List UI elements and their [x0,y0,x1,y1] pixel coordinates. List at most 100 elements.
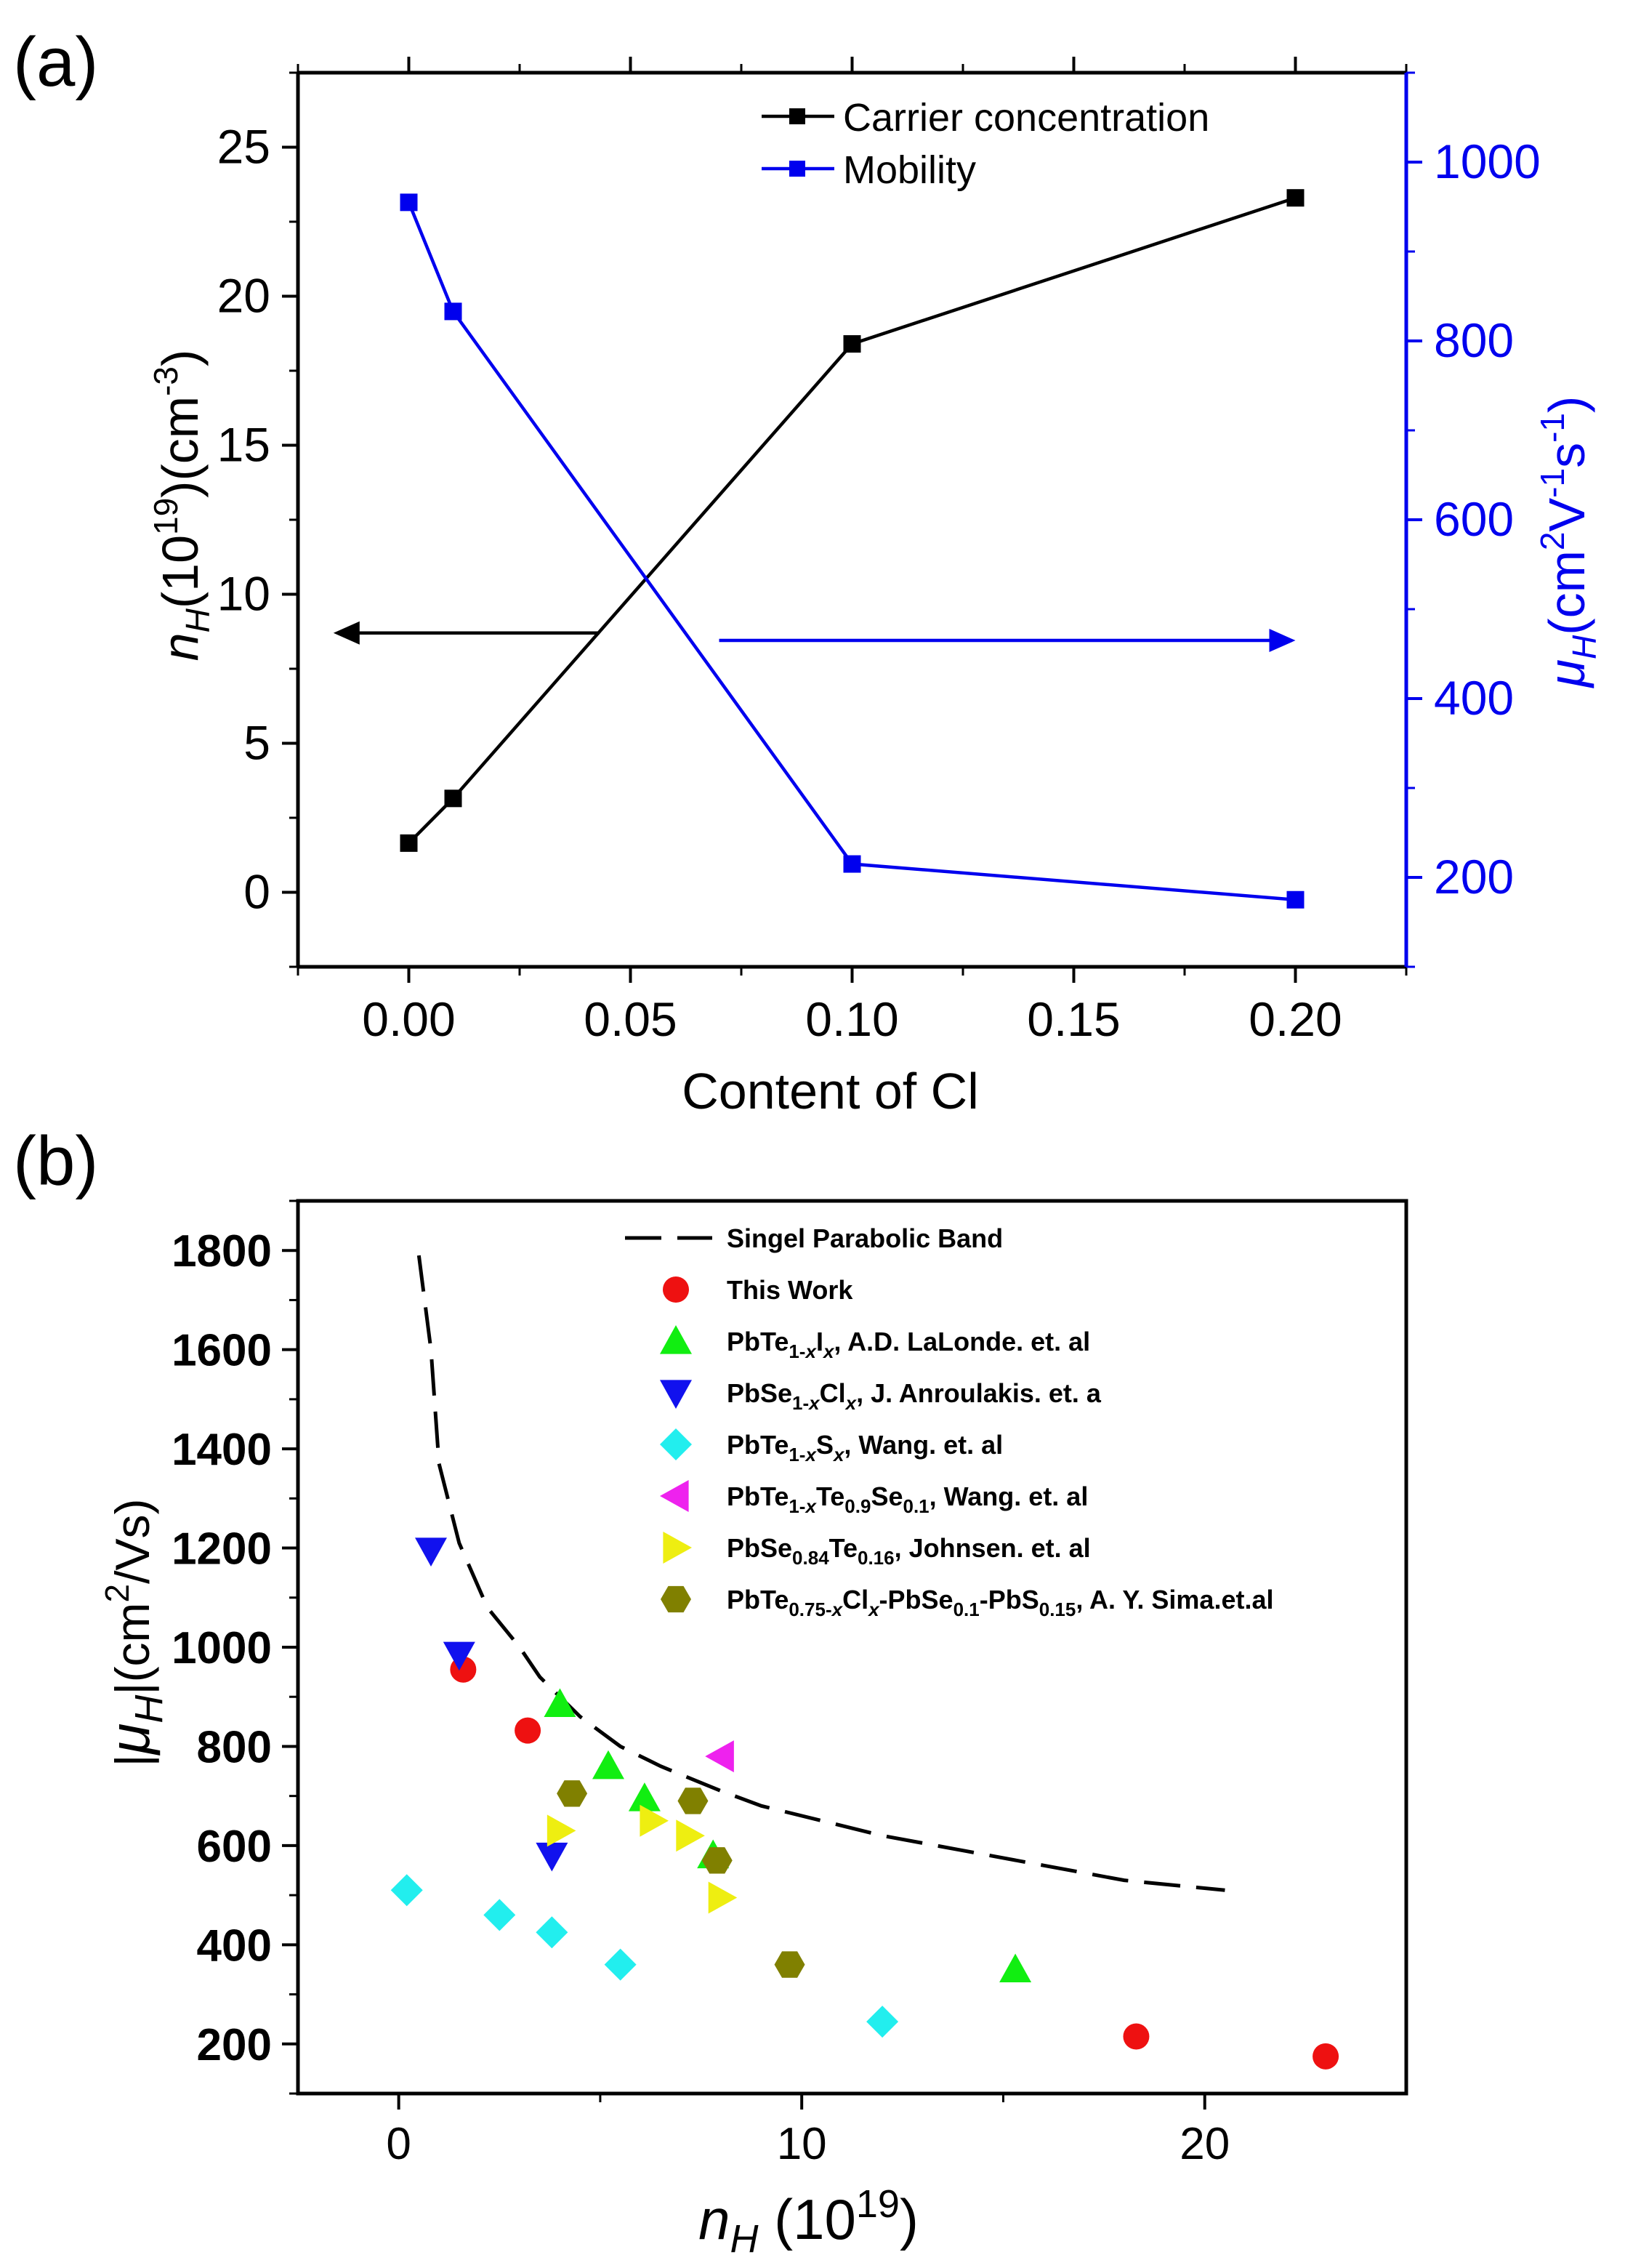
x-label-sub: H [730,2217,759,2261]
legend-label-part: Singel Parabolic Band [727,1223,1003,1253]
y-label-post: /Vs) [105,1499,159,1584]
legend-label-part: 1- [789,1444,805,1465]
legend-marker [789,161,805,177]
legend-label: PbSe0.84Te0.16, Johnsen. et. al [727,1533,1091,1569]
y-tick-label: 0 [243,865,270,919]
legend-label-part: I [816,1327,823,1356]
x-tick-label: 0.10 [805,992,898,1046]
y2-label-part: V [1539,498,1595,532]
y-tick-label: 1600 [172,1326,272,1376]
y-label-abs: | [105,1682,159,1694]
data-point-triangle-right [676,1819,705,1852]
legend-label-part: 0.15 [1039,1599,1076,1620]
legend-label-part: , A.D. LaLonde. et. al [834,1327,1090,1356]
legend-label-part: 0.75- [789,1599,831,1620]
legend-marker [661,1585,691,1613]
legend-label-part: , A. Y. Sima.et.al [1076,1585,1273,1614]
x-tick-label: 20 [1180,2119,1230,2169]
data-point-triangle-down [536,1842,568,1872]
legend-label-part: PbSe [727,1378,792,1408]
y-axis-label: |μH|(cm2/Vs) [97,1499,171,1767]
y-label-pre: (10 [152,535,209,608]
y-tick-label: 1000 [172,1623,272,1673]
data-point-carrier-concentration [444,789,462,808]
data-point-triangle-down [415,1537,447,1567]
y-label-post: ) [152,350,209,366]
legend-label-part: PbTe [727,1430,789,1460]
legend-label-part: 0.9 [844,1495,871,1517]
legend-label-part: x [844,1392,858,1414]
x-tick-label: 0.05 [584,992,677,1046]
legend-label-part: x [804,1340,817,1362]
legend-marker [789,108,805,124]
y2-label-sup: -1 [1533,468,1571,498]
y-label-mid: )(cm [152,396,209,498]
x-label-pre: (10 [758,2187,855,2251]
y-label-abs: | [105,1754,159,1766]
data-point-mobility [1286,890,1305,909]
legend-label-part: S [816,1430,834,1460]
legend-label-part: 1- [789,1340,805,1362]
data-point-triangle-right [640,1804,669,1837]
data-point-mobility [444,302,462,321]
y-tick-label: 20 [217,269,270,323]
y-tick-label: 10 [217,567,270,621]
panel-b-label: (b) [13,1122,98,1200]
data-point-triangle-left [705,1740,734,1773]
data-point-triangle-right [547,1814,576,1847]
y2-label-var: μ [1539,659,1595,688]
data-point-triangle-up [592,1750,624,1780]
y-label-sup: -3 [147,366,185,396]
y-tick-label: 15 [217,418,270,472]
legend-label-part: This Work [727,1275,853,1305]
legend-label-part: 0.84 [792,1547,829,1569]
legend-label: PbSe1-xClx, J. Anroulakis. et. a [727,1378,1102,1414]
legend-label-part: 1- [792,1392,809,1414]
x-label-var: n [698,2187,730,2251]
data-point-hexagon [677,1788,709,1814]
data-point-diamond [390,1874,423,1907]
legend-label: Singel Parabolic Band [727,1223,1003,1253]
series-line-carrier-concentration [407,196,1297,845]
legend-label-part: x [822,1340,835,1362]
data-point-carrier-concentration [400,834,418,852]
legend-marker [660,1380,692,1409]
legend-label-part: x [831,1599,844,1620]
y-tick-label: 1400 [172,1425,272,1475]
legend-label-part: , Wang. et. al [844,1430,1003,1460]
legend-label: PbTe1-xIx, A.D. LaLonde. et. al [727,1327,1090,1362]
y2-label-part: (cm [1539,550,1595,635]
data-point-diamond [866,2006,899,2038]
y2-tick-label: 600 [1434,492,1514,546]
legend-label: PbTe0.75-xClx-PbSe0.1-PbS0.15, A. Y. Sim… [727,1585,1274,1620]
y-axis-label: nH(1019)(cm-3) [147,350,217,662]
data-point-diamond [536,1916,568,1949]
y-tick-label: 1200 [172,1524,272,1575]
y-tick-label: 5 [243,716,270,770]
y2-label-sup: -1 [1533,413,1571,443]
legend-label: Carrier concentration [843,96,1209,140]
y2-tick-label: 1000 [1434,134,1541,188]
data-point-mobility [843,855,861,873]
data-point-hexagon [774,1951,805,1978]
y-tick-label: 400 [197,1921,272,1971]
legend-label-part: Te [829,1533,858,1563]
legend-label-part: x [804,1444,817,1465]
legend-label-part: 1- [789,1495,805,1517]
data-point-mobility [400,193,418,212]
y-label-sub: H [179,608,217,632]
legend-label-part: PbTe [727,1327,789,1356]
legend-marker [663,1276,689,1303]
x-axis-label: Content of Cl [682,1063,979,1119]
legend-label-part: Cl [842,1585,868,1614]
data-point-hexagon [557,1780,588,1807]
y2-label-sub: H [1565,635,1603,659]
arrow-right-icon [1269,629,1296,653]
legend-label: This Work [727,1275,853,1305]
panel-a-chart: (a) 0.00 0.05 0.10 0.15 0.20 0 5 10 15 20 25 200 400 6… [13,23,1603,1119]
x-tick-label: 10 [777,2119,827,2169]
legend-marker [660,1325,692,1354]
legend-marker [660,1428,692,1460]
legend-label-part: x [867,1599,880,1620]
